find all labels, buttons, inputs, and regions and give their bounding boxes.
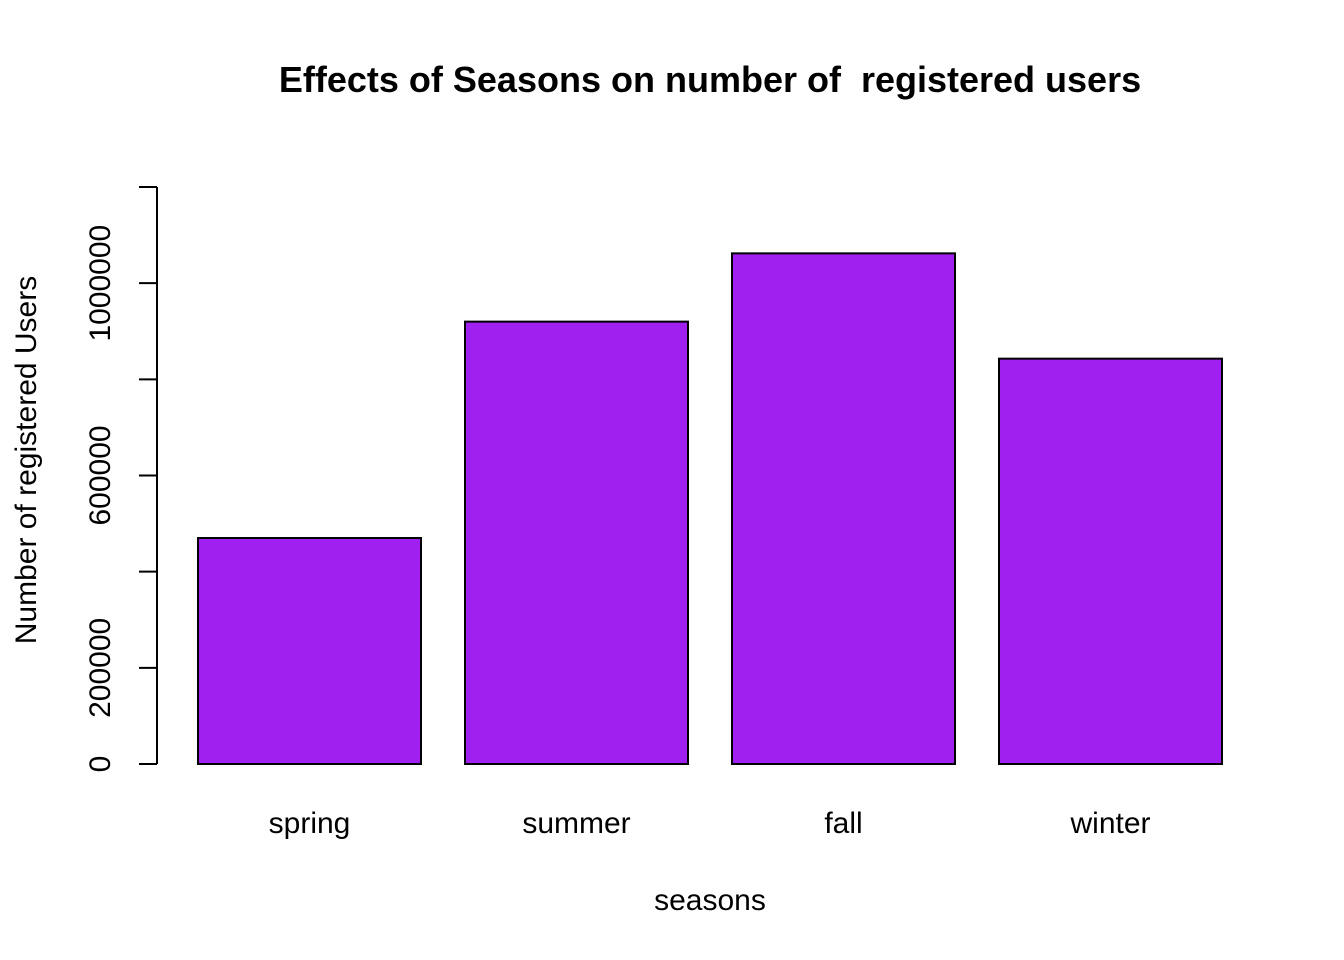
category-labels: spring summer fall winter — [269, 807, 1151, 840]
bar-winter — [998, 357, 1223, 765]
category-label-fall: fall — [824, 807, 862, 840]
bar-summer — [464, 320, 689, 765]
y-tick-label: 600000 — [84, 425, 117, 525]
y-tick-label: 200000 — [84, 618, 117, 718]
bar-fall — [731, 252, 956, 765]
category-label-summer: summer — [522, 807, 630, 840]
x-axis-label: seasons — [654, 884, 766, 917]
category-label-spring: spring — [269, 807, 351, 840]
y-tick-label: 1000000 — [84, 225, 117, 342]
y-axis-label: Number of registered Users — [10, 276, 43, 644]
y-axis: 0 200000 600000 1000000 — [84, 186, 158, 773]
bar-spring — [197, 537, 422, 766]
category-label-winter: winter — [1069, 807, 1150, 840]
y-tick-label: 0 — [84, 756, 117, 773]
chart-title: Effects of Seasons on number of register… — [279, 59, 1141, 100]
bars — [197, 252, 1223, 766]
